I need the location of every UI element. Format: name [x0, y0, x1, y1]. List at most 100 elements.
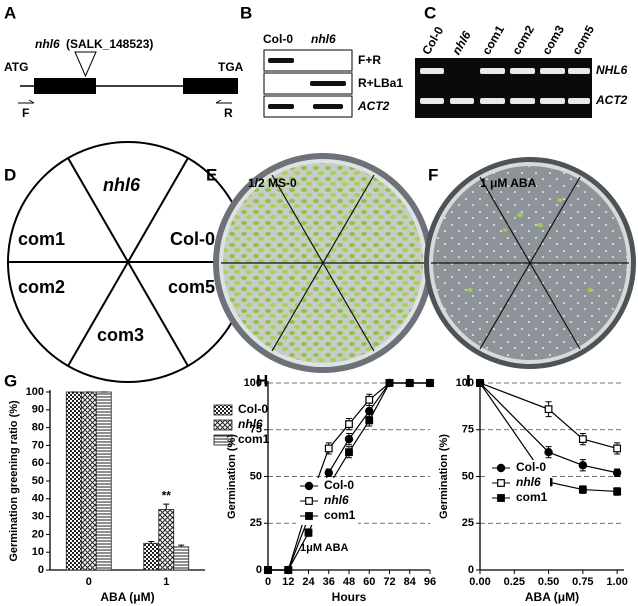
- panel-letter: F: [428, 165, 438, 184]
- lane-label: Col-0: [263, 32, 293, 46]
- x-tick-label: 0.25: [504, 576, 525, 588]
- series-line: [479, 382, 618, 450]
- start-label: ATG: [4, 60, 28, 74]
- sector-label: nhl6: [103, 175, 141, 195]
- legend-marker: [496, 463, 506, 473]
- marker: [426, 379, 434, 387]
- insertion-label: (SALK_148523): [66, 37, 153, 51]
- x-tick-label: 1: [163, 576, 169, 588]
- marker: [544, 405, 553, 414]
- plate-label: 1/2 MS-0: [248, 176, 297, 190]
- x-tick-label: 1.00: [606, 576, 627, 588]
- bar: [95, 391, 112, 571]
- marker: [344, 434, 354, 444]
- panel-letter: E: [206, 165, 217, 184]
- marker: [578, 461, 588, 470]
- row-label: NHL6: [596, 63, 628, 77]
- exon: [34, 78, 96, 94]
- gel-row: [263, 49, 353, 72]
- panel-letter: H: [256, 371, 268, 390]
- x-tick-label: 36: [323, 576, 335, 588]
- marker: [578, 485, 587, 494]
- legend-marker: [304, 481, 314, 491]
- y-tick-label: 90: [32, 404, 44, 416]
- band: [268, 58, 294, 63]
- x-tick-label: 72: [383, 576, 395, 588]
- y-tick-label: 70: [32, 439, 44, 451]
- y-tick-label: 50: [250, 470, 262, 482]
- y-axis-label: Germination (%): [226, 434, 238, 519]
- y-axis-label: Germination greening ratio (%): [8, 400, 20, 562]
- y-tick-label: 25: [250, 517, 262, 529]
- y-tick-label: 0: [38, 564, 44, 576]
- y-tick-label: 60: [32, 457, 44, 469]
- panel-f: F 1 μM ABA: [424, 157, 636, 369]
- panel-a: A nhl6 (SALK_148523) ATG TGA F R: [4, 3, 244, 120]
- y-tick-label: 0: [468, 564, 474, 576]
- legend-label: nhl6: [238, 417, 263, 431]
- gel-row: [263, 72, 353, 95]
- primer-arrow: [18, 99, 35, 104]
- x-tick-label: 12: [282, 576, 294, 588]
- legend-label: com1: [324, 508, 356, 522]
- sector-label: com2: [18, 277, 65, 297]
- gel: [415, 58, 592, 118]
- marker: [613, 444, 622, 453]
- marker: [385, 379, 394, 387]
- band: [268, 104, 294, 109]
- marker: [324, 468, 333, 477]
- legend-label: com1: [238, 432, 270, 446]
- legend-label: Col-0: [324, 478, 354, 492]
- x-tick-label: 0.50: [538, 576, 559, 588]
- legend-marker: [305, 512, 313, 520]
- row-label: ACT2: [357, 99, 390, 113]
- lane-label: com1: [479, 23, 507, 57]
- legend-label: nhl6: [324, 493, 349, 507]
- x-axis-label: Hours: [332, 590, 367, 604]
- x-tick-label: 0: [86, 576, 92, 588]
- panel-letter: A: [4, 3, 16, 22]
- marker: [345, 420, 353, 429]
- marker: [578, 435, 587, 443]
- y-tick-label: 50: [462, 470, 474, 482]
- x-tick-label: 0: [265, 576, 271, 588]
- y-tick-label: 10: [32, 546, 44, 558]
- y-tick-label: 40: [32, 493, 44, 505]
- bands: [420, 68, 590, 104]
- bar: [80, 391, 97, 571]
- y-tick-label: 0: [256, 564, 262, 576]
- error-bar: [178, 544, 185, 547]
- x-tick-label: 0.75: [572, 576, 593, 588]
- y-tick-label: 100: [456, 377, 474, 389]
- lane-label: com2: [509, 23, 537, 57]
- legend-swatch: [213, 404, 233, 416]
- lane-label: Col-0: [419, 24, 446, 57]
- primer-arrow: [215, 99, 232, 104]
- y-tick-label: 25: [462, 517, 474, 529]
- tdna-triangle: [74, 51, 97, 78]
- row-label: F+R: [358, 53, 381, 67]
- exon: [183, 78, 238, 94]
- primer-label: F: [22, 106, 29, 120]
- row-label: ACT2: [595, 93, 628, 107]
- marker: [264, 566, 272, 574]
- panel-letter: G: [4, 371, 17, 390]
- x-tick-label: 96: [424, 576, 436, 588]
- x-tick-label: 84: [404, 576, 417, 588]
- legend-marker: [305, 497, 313, 505]
- primer-label: R: [224, 106, 233, 120]
- x-tick-label: 24: [302, 576, 315, 588]
- x-tick-label: 0.00: [469, 576, 490, 588]
- error-bar: [148, 541, 155, 544]
- legend-label: Col-0: [238, 402, 268, 416]
- legend-label: Col-0: [516, 460, 546, 474]
- marker: [613, 487, 622, 496]
- band: [310, 81, 346, 86]
- marker: [544, 447, 553, 457]
- x-tick-label: 60: [363, 576, 375, 588]
- lane-label: nhl6: [311, 32, 336, 46]
- y-tick-label: 100: [244, 377, 262, 389]
- error-bar: [163, 503, 170, 510]
- marker: [345, 448, 353, 457]
- bar: [65, 391, 82, 571]
